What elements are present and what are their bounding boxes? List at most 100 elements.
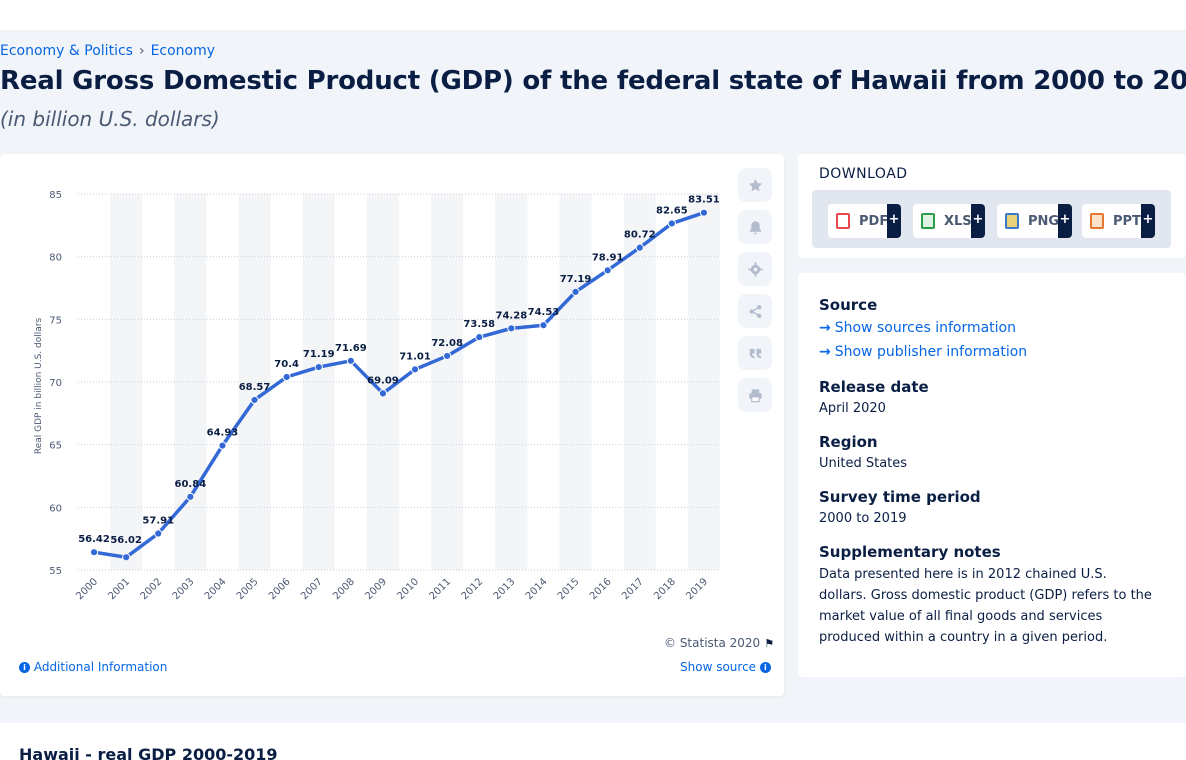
data-label: 78.91	[592, 252, 624, 263]
data-point	[410, 365, 420, 374]
notification-button[interactable]	[738, 210, 772, 244]
y-tick-label: 55	[49, 566, 62, 577]
bell-icon	[749, 220, 761, 234]
top-header-strip	[0, 0, 1186, 30]
data-point	[378, 389, 388, 398]
x-tick-label: 2006	[267, 576, 293, 602]
data-point	[699, 208, 709, 217]
flag-icon[interactable]: ⚑	[764, 637, 775, 650]
info-icon: i	[759, 662, 771, 673]
x-tick-label: 2017	[620, 576, 646, 602]
y-tick-label: 75	[49, 315, 62, 326]
data-label: 69.09	[367, 375, 399, 386]
download-png-button[interactable]: PNG +	[997, 204, 1072, 238]
arrow-right-icon: →	[819, 320, 831, 336]
data-label: 68.57	[239, 382, 271, 393]
data-point	[89, 548, 99, 557]
xls-file-icon	[921, 213, 935, 229]
favorite-button[interactable]	[738, 168, 772, 202]
data-label: 56.02	[110, 535, 142, 546]
additional-info-link[interactable]: i Additional Information	[19, 660, 167, 674]
data-point	[667, 219, 676, 228]
share-button[interactable]	[738, 294, 772, 328]
release-date-heading: Release date	[819, 378, 929, 396]
download-ppt-label: PPT	[1113, 213, 1141, 229]
data-point	[539, 321, 548, 330]
ppt-file-icon	[1090, 213, 1104, 229]
page-title: Real Gross Domestic Product (GDP) of the…	[0, 66, 1186, 96]
data-point	[154, 529, 163, 538]
png-image-icon	[1005, 213, 1019, 229]
y-tick-label: 85	[49, 190, 62, 201]
related-section-title: Hawaii - real GDP 2000-2019	[19, 745, 278, 760]
x-tick-label: 2012	[460, 576, 486, 602]
x-tick-label: 2016	[588, 576, 614, 602]
breadcrumb-item-economy-politics[interactable]: Economy & Politics	[0, 43, 133, 59]
release-date-value: April 2020	[819, 401, 886, 416]
data-label: 72.08	[431, 338, 463, 349]
data-label: 74.53	[528, 307, 560, 318]
x-tick-label: 2010	[395, 576, 421, 602]
arrow-right-icon: →	[819, 344, 831, 360]
x-tick-label: 2009	[363, 576, 389, 602]
data-point	[571, 287, 580, 296]
data-point	[282, 372, 291, 382]
plus-icon: +	[887, 204, 901, 238]
data-point	[346, 356, 355, 365]
data-label: 56.42	[78, 534, 110, 545]
region-value: United States	[819, 456, 908, 471]
star-icon	[748, 178, 762, 191]
quote-icon	[749, 348, 761, 358]
data-label: 80.72	[624, 230, 656, 241]
show-publisher-link[interactable]: → Show publisher information	[819, 344, 1027, 360]
info-icon: i	[19, 662, 30, 673]
show-publisher-label: Show publisher information	[834, 344, 1028, 360]
download-title: DOWNLOAD	[819, 166, 908, 182]
x-tick-label: 2004	[203, 576, 229, 602]
survey-period-heading: Survey time period	[819, 488, 981, 506]
data-point	[186, 492, 195, 501]
download-ppt-button[interactable]: PPT +	[1082, 204, 1155, 238]
cite-button[interactable]	[738, 336, 772, 370]
data-label: 77.19	[560, 274, 592, 285]
x-tick-label: 2018	[652, 576, 678, 602]
chart-card: 55 60 65 70 75 80 85 Real GDP in billion U.S. d…	[0, 154, 784, 696]
breadcrumb-item-economy[interactable]: Economy	[150, 43, 216, 59]
data-label: 64.93	[207, 428, 239, 439]
x-tick-label: 2003	[171, 576, 197, 602]
settings-button[interactable]	[738, 252, 772, 286]
plus-icon: +	[971, 204, 985, 238]
y-tick-label: 65	[49, 441, 62, 452]
y-tick-label: 60	[49, 503, 62, 514]
download-bar: PDF + XLS + PNG + PPT +	[812, 190, 1171, 248]
y-tick-label: 70	[49, 378, 62, 389]
data-point	[443, 351, 452, 361]
data-point	[218, 441, 227, 450]
show-sources-link[interactable]: → Show sources information	[819, 320, 1016, 336]
print-button[interactable]	[738, 378, 772, 412]
related-section: Hawaii - real GDP 2000-2019	[0, 723, 1186, 760]
x-tick-label: 2001	[106, 576, 132, 602]
data-label: 60.84	[175, 479, 207, 490]
data-label: 73.58	[463, 319, 495, 330]
chart-copyright: © Statista 2020 ⚑	[664, 636, 774, 650]
download-xls-button[interactable]: XLS +	[913, 204, 985, 238]
download-xls-label: XLS	[944, 213, 972, 229]
x-tick-label: 2013	[492, 576, 518, 602]
data-label: 82.65	[656, 205, 688, 216]
supplementary-notes-heading: Supplementary notes	[819, 543, 1001, 561]
download-pdf-button[interactable]: PDF +	[828, 204, 901, 238]
survey-period-value: 2000 to 2019	[819, 511, 907, 526]
x-tick-label: 2011	[427, 576, 453, 602]
data-label: 57.91	[142, 516, 174, 527]
data-point	[635, 243, 644, 252]
print-icon	[748, 388, 762, 402]
data-point	[122, 553, 131, 562]
gear-icon	[747, 261, 763, 277]
data-point	[314, 362, 323, 372]
show-source-link[interactable]: Show source i	[680, 660, 771, 674]
share-icon	[749, 304, 761, 318]
download-png-label: PNG	[1028, 213, 1060, 229]
pdf-file-icon	[836, 213, 850, 229]
x-tick-label: 2015	[556, 576, 582, 602]
